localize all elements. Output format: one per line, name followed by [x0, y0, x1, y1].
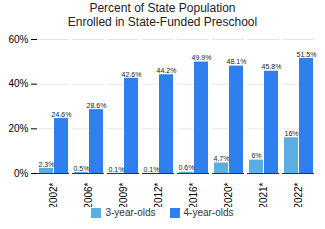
svg-text:20%: 20%: [8, 123, 28, 134]
svg-text:2.3%: 2.3%: [39, 161, 55, 168]
svg-text:60%: 60%: [8, 34, 28, 45]
svg-text:40%: 40%: [8, 78, 28, 89]
svg-text:0.6%: 0.6%: [179, 164, 195, 171]
svg-text:0.5%: 0.5%: [74, 165, 90, 172]
svg-text:0%: 0%: [14, 168, 29, 179]
svg-text:2009*: 2009*: [118, 182, 129, 207]
svg-text:51.5%: 51.5%: [297, 51, 317, 58]
html-text:4-year-olds: 4-year-olds: [183, 207, 234, 218]
svg-text:0.1%: 0.1%: [144, 166, 160, 173]
svg-text:2006*: 2006*: [83, 182, 94, 207]
svg-text:45.8%: 45.8%: [262, 63, 282, 70]
svg-text:4.7%: 4.7%: [214, 155, 230, 162]
svg-text:44.2%: 44.2%: [157, 67, 177, 74]
svg-text:42.6%: 42.6%: [122, 71, 142, 78]
svg-text:2020*: 2020*: [223, 182, 234, 207]
html-text:Percent of State Population En: Percent of State Population Enrolled in …: [67, 1, 258, 29]
svg-text:49.9%: 49.9%: [192, 54, 212, 61]
svg-text:24.6%: 24.6%: [52, 111, 72, 118]
svg-text:6%: 6%: [251, 152, 261, 159]
svg-text:0.1%: 0.1%: [109, 166, 125, 173]
svg-text:48.1%: 48.1%: [227, 58, 247, 65]
svg-text:2016*: 2016*: [188, 182, 199, 207]
svg-text:16%: 16%: [284, 130, 298, 137]
svg-text:2021*: 2021*: [258, 182, 269, 207]
svg-text:2012*: 2012*: [153, 182, 164, 207]
svg-text:2022*: 2022*: [293, 182, 304, 207]
svg-text:28.6%: 28.6%: [87, 102, 107, 109]
svg-text:2002*: 2002*: [48, 182, 59, 207]
html-text:3-year-olds: 3-year-olds: [105, 207, 156, 218]
